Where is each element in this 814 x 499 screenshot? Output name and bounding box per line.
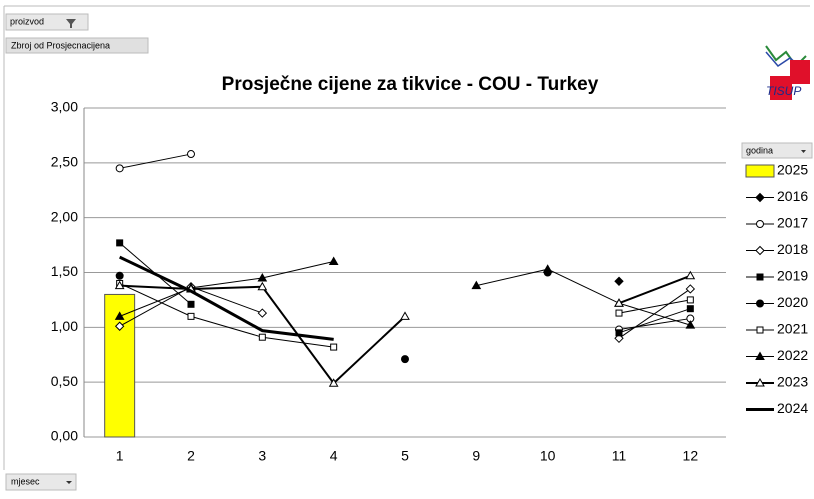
legend-button[interactable] xyxy=(741,142,813,159)
x-tick-label: 3 xyxy=(258,448,266,464)
marker xyxy=(187,312,195,320)
x-tick-label: 9 xyxy=(472,448,480,464)
marker xyxy=(257,272,268,282)
chart-title: Prosječne cijene za tikvice - COU - Turk… xyxy=(222,74,599,95)
x-tick-label: 12 xyxy=(683,448,699,464)
filter-button[interactable] xyxy=(5,13,89,31)
x-tick-label: 5 xyxy=(401,448,409,464)
legend-label: 2021 xyxy=(777,321,808,337)
logo: TISUP xyxy=(765,45,810,100)
x-tick-label: 11 xyxy=(612,448,627,464)
axis-button-label: mjesec xyxy=(11,476,40,486)
marker xyxy=(114,280,125,290)
marker xyxy=(116,239,124,247)
legend-button-label: godina xyxy=(746,145,773,155)
marker xyxy=(328,256,339,266)
value-button-label: Zbroj od Prosjecnacijena xyxy=(11,40,110,50)
marker xyxy=(686,305,694,313)
svg-text:TISUP: TISUP xyxy=(766,84,801,98)
legend-label: 2019 xyxy=(777,268,808,284)
filter-button-label: proizvod xyxy=(10,16,44,26)
marker xyxy=(615,309,623,317)
marker xyxy=(614,276,624,286)
marker xyxy=(328,378,339,387)
y-tick-label: 0,50 xyxy=(51,373,78,389)
marker xyxy=(756,220,764,228)
y-tick-label: 2,00 xyxy=(51,208,78,224)
legend-label: 2020 xyxy=(777,294,808,310)
marker xyxy=(187,150,195,159)
x-tick-label: 1 xyxy=(116,448,124,464)
y-tick-label: 1,00 xyxy=(51,318,78,334)
marker xyxy=(686,296,694,304)
dropdown-icon xyxy=(66,481,72,484)
marker xyxy=(114,321,125,331)
marker xyxy=(401,355,409,364)
marker xyxy=(542,264,553,273)
legend-label: 2017 xyxy=(777,215,808,231)
marker xyxy=(685,320,696,329)
legend-label: 2023 xyxy=(777,374,808,390)
series-line xyxy=(119,261,691,326)
axis-button[interactable] xyxy=(5,473,77,491)
marker xyxy=(685,270,696,280)
series-line xyxy=(119,255,334,341)
y-tick-label: 2,50 xyxy=(51,154,78,170)
marker xyxy=(614,298,624,307)
marker xyxy=(187,300,195,308)
legend-label: 2022 xyxy=(777,347,808,363)
marker xyxy=(755,351,765,360)
marker xyxy=(756,299,764,308)
legend-swatch xyxy=(745,164,775,178)
value-button[interactable] xyxy=(5,37,149,54)
marker xyxy=(400,311,410,320)
x-tick-label: 10 xyxy=(540,448,556,464)
marker xyxy=(755,192,765,203)
legend-label: 2016 xyxy=(777,188,808,204)
marker xyxy=(685,284,696,294)
marker xyxy=(615,329,623,337)
dropdown-icon xyxy=(801,150,806,153)
x-tick-label: 4 xyxy=(330,448,338,464)
marker xyxy=(257,308,268,318)
y-tick-label: 1,50 xyxy=(51,263,78,279)
y-tick-label: 0,00 xyxy=(51,428,78,444)
filter-icon xyxy=(66,19,76,28)
marker xyxy=(756,273,764,281)
series-line xyxy=(119,153,691,331)
marker xyxy=(257,281,268,291)
marker xyxy=(755,377,765,387)
marker xyxy=(471,280,482,290)
legend-label: 2024 xyxy=(777,400,808,416)
x-tick-label: 2 xyxy=(187,448,195,464)
marker xyxy=(115,271,124,280)
marker xyxy=(115,164,124,173)
marker xyxy=(330,343,338,351)
marker xyxy=(114,311,125,320)
series-line xyxy=(119,283,691,348)
marker xyxy=(755,245,765,256)
marker xyxy=(756,326,764,334)
y-tick-label: 3,00 xyxy=(51,99,78,115)
legend-label: 2025 xyxy=(777,162,808,178)
legend-label: 2018 xyxy=(777,241,808,257)
marker xyxy=(258,333,266,341)
